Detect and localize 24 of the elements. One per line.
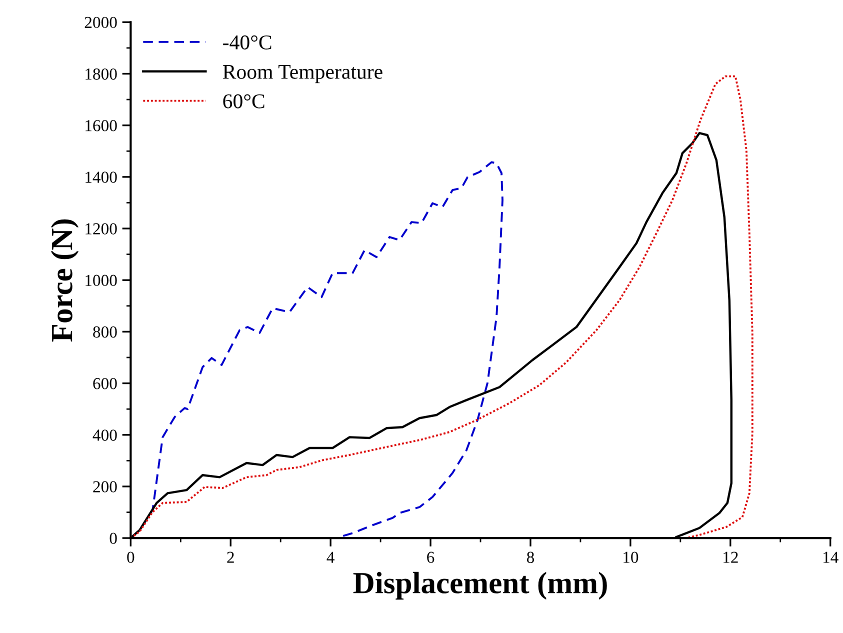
x-tick-label: 10 bbox=[624, 552, 638, 563]
y-tick-label: 1600 bbox=[86, 120, 117, 132]
y-tick-label: 200 bbox=[93, 481, 117, 492]
y-tick-label: 1400 bbox=[86, 172, 117, 183]
y-tick-label: 1000 bbox=[86, 274, 117, 286]
x-tick-label: 4 bbox=[326, 552, 334, 563]
y-axis-title: Force (N) bbox=[50, 219, 79, 342]
x-tick-label: 14 bbox=[823, 552, 838, 563]
y-tick-label: 800 bbox=[93, 326, 117, 338]
x-tick-label: 2 bbox=[227, 552, 234, 563]
y-tick-label: 1800 bbox=[86, 68, 117, 80]
x-tick-label: 12 bbox=[724, 552, 738, 563]
legend-label: -40°C bbox=[223, 35, 272, 50]
y-tick-label: 0 bbox=[110, 532, 117, 544]
legend-label: 60°C bbox=[223, 94, 264, 108]
x-tick-label: 0 bbox=[127, 552, 134, 563]
y-tick-label: 1200 bbox=[86, 223, 117, 234]
y-tick-label: 600 bbox=[93, 378, 117, 390]
x-tick-label: 6 bbox=[427, 552, 434, 563]
legend-label: Room Temperature bbox=[222, 65, 382, 84]
y-tick-label: 2000 bbox=[84, 16, 117, 28]
y-tick-label: 400 bbox=[92, 430, 117, 441]
x-tick-label: 8 bbox=[526, 552, 534, 563]
x-axis-title: Displacement (mm) bbox=[353, 572, 607, 600]
